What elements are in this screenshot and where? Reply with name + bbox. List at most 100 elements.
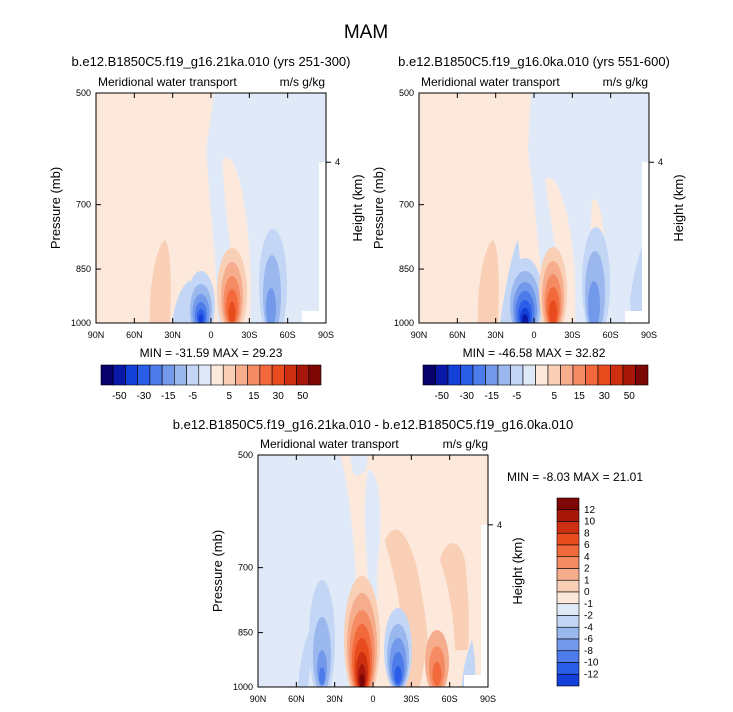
colorbar-swatch	[556, 497, 580, 511]
y-tick-label: 500	[399, 88, 414, 98]
colorbar-swatch	[556, 603, 580, 616]
x-tick-label: 30N	[487, 330, 504, 340]
colorbar-swatch	[149, 364, 163, 386]
y-axis-label: Pressure (mb)	[371, 167, 386, 249]
colorbar-swatch	[198, 364, 212, 386]
missing-data-region	[625, 311, 649, 323]
negative-40s	[259, 229, 287, 323]
heatmap-3	[258, 455, 488, 687]
colorbar-label: 50	[624, 391, 636, 402]
x-tick-label: 90N	[250, 694, 267, 704]
x-tick-label: 60N	[449, 330, 466, 340]
y-tick-label: 500	[238, 450, 253, 460]
x-tick-label: 0	[370, 694, 375, 704]
x-tick-label: 30S	[564, 330, 580, 340]
axes-3: 90N 60N 30N 0 30S 60S 90S 500 700 850 1000 4	[233, 450, 502, 704]
x-tick-label: 60S	[280, 330, 296, 340]
colorbar-label: 1	[584, 575, 590, 586]
colorbar-label: 5	[551, 391, 557, 402]
missing-data-region	[481, 525, 488, 687]
colorbar-swatch	[610, 364, 624, 386]
x-tick-label: 0	[531, 330, 536, 340]
colorbar-swatch	[556, 662, 580, 675]
colorbar-swatch	[556, 673, 580, 687]
colorbar-horizontal-2: -50 -30 -15 -5 5 15 30 50	[422, 364, 649, 402]
colorbar-swatch	[186, 364, 200, 386]
min-max-stats: MIN = -31.59 MAX = 29.23	[140, 346, 283, 360]
field-near-zero	[613, 285, 623, 323]
panel-right-label: m/s g/kg	[280, 75, 325, 89]
negative-core	[187, 271, 215, 323]
colorbar-horizontal-1: -50 -30 -15 -5 5 15 30 50	[100, 364, 322, 402]
y-tick-label: 700	[76, 200, 91, 210]
colorbar-label: -2	[584, 611, 593, 622]
colorbar-swatch	[222, 364, 236, 386]
panel-right-label: m/s g/kg	[603, 75, 648, 89]
y-axis-right-label: Height (km)	[350, 174, 365, 241]
panel-3: b.e12.B1850C5.f19_g16.21ka.010 - b.e12.B…	[173, 417, 644, 704]
colorbar-label: 15	[248, 391, 260, 402]
positive-core	[344, 576, 380, 687]
x-tick-label: 60S	[442, 694, 458, 704]
colorbar-swatch	[422, 364, 436, 386]
colorbar-label: 15	[574, 391, 586, 402]
colorbar-swatch	[308, 364, 322, 386]
colorbar-label: -5	[188, 391, 197, 402]
colorbar-swatch	[485, 364, 499, 386]
colorbar-label: 30	[273, 391, 285, 402]
field-positive-band-2	[440, 543, 469, 650]
colorbar-swatch	[556, 650, 580, 663]
colorbar-label: 4	[584, 552, 590, 563]
y-tick-label: 700	[399, 200, 414, 210]
panel-title: b.e12.B1850C5.f19_g16.0ka.010 (yrs 551-6…	[398, 54, 670, 69]
colorbar-swatch	[161, 364, 175, 386]
y-tick-label: 700	[238, 563, 253, 573]
negative-40s	[582, 227, 610, 323]
colorbar-swatch	[510, 364, 524, 386]
colorbar-swatch	[556, 591, 580, 605]
colorbar-label: 50	[297, 391, 309, 402]
colorbar-swatch	[435, 364, 449, 386]
field-positive-streak	[150, 240, 171, 323]
colorbar-label: -50	[112, 391, 127, 402]
y-axis-label: Pressure (mb)	[210, 530, 225, 612]
colorbar-swatch	[556, 509, 580, 522]
field-positive-band	[385, 529, 428, 687]
field-negative-plume	[364, 470, 381, 600]
colorbar-swatch	[556, 626, 580, 640]
x-tick-label: 60N	[288, 694, 305, 704]
colorbar-label: 6	[584, 540, 590, 551]
colorbar-swatch	[556, 521, 580, 534]
panel-right-label: m/s g/kg	[443, 437, 488, 451]
y-tick-label: 1000	[233, 682, 253, 692]
y-tick-label: 850	[399, 264, 414, 274]
axes-2: 90N 60N 30N 0 30S 60S 90S 500 700 850 1000 4	[394, 88, 663, 340]
field-near-zero	[290, 285, 300, 323]
x-tick-label: 90N	[411, 330, 428, 340]
missing-data-region	[642, 162, 649, 323]
colorbar-swatch	[235, 364, 248, 386]
colorbar-swatch	[585, 364, 599, 386]
missing-data-region	[302, 311, 326, 323]
x-tick-label: 60N	[126, 330, 143, 340]
negative-15s	[384, 608, 412, 687]
x-tick-label: 90S	[318, 330, 334, 340]
panel-left-label: Meridional water transport	[421, 75, 560, 89]
field-positive-streak	[478, 240, 499, 323]
panel-left-label: Meridional water transport	[260, 437, 399, 451]
colorbar-label: -8	[584, 646, 593, 657]
field-positive-plume	[545, 178, 576, 323]
x-tick-label: 30N	[164, 330, 181, 340]
x-tick-label: 30S	[403, 694, 419, 704]
colorbar-swatch	[137, 364, 151, 386]
y-tick-label: 1000	[71, 318, 91, 328]
negative-30n	[309, 580, 335, 687]
y-tick-label: 1000	[394, 318, 414, 328]
colorbar-label: -4	[584, 622, 593, 633]
colorbar-label: 10	[584, 517, 596, 528]
missing-data-region	[319, 162, 326, 323]
min-max-stats: MIN = -46.58 MAX = 32.82	[463, 346, 606, 360]
y-axis-right-label: Height (km)	[671, 174, 686, 241]
colorbar-label: -12	[584, 669, 599, 680]
